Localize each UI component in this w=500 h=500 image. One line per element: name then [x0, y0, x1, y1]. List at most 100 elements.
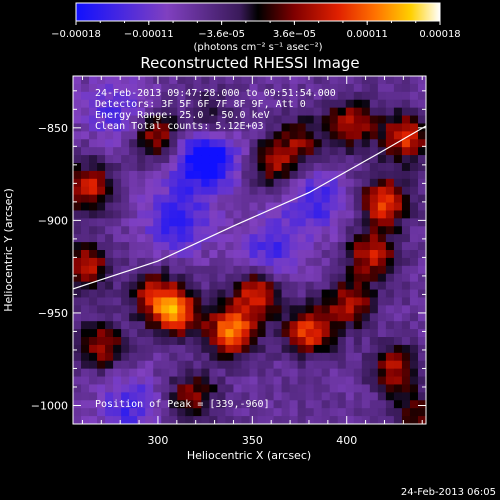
heatmap-cell: [217, 147, 227, 156]
heatmap-cell: [177, 83, 186, 93]
heatmap-cell: [393, 250, 403, 259]
heatmap-cell: [385, 210, 395, 219]
heatmap-cell: [281, 257, 291, 267]
heatmap-cell: [161, 281, 170, 291]
heatmap-cell: [377, 115, 387, 125]
y-tick-label: −950: [38, 307, 68, 320]
heatmap-cell: [265, 218, 275, 227]
heatmap-cell: [217, 91, 227, 101]
heatmap-cell: [193, 115, 202, 125]
heatmap-cell: [225, 384, 235, 393]
heatmap-cell: [353, 289, 363, 299]
heatmap-cell: [233, 313, 243, 322]
heatmap-cell: [121, 76, 130, 85]
heatmap-cell: [241, 99, 251, 109]
heatmap-cell: [137, 139, 146, 148]
heatmap-cell: [225, 376, 235, 386]
heatmap-cell: [369, 250, 379, 259]
heatmap-cell: [153, 210, 162, 219]
heatmap-cell: [225, 147, 235, 156]
heatmap-cell: [185, 91, 194, 101]
heatmap-cell: [369, 408, 379, 417]
heatmap-cell: [265, 210, 275, 219]
heatmap-cell: [97, 131, 106, 140]
heatmap-cell: [249, 202, 259, 212]
heatmap-cell: [185, 337, 194, 346]
heatmap-cell: [225, 400, 235, 409]
heatmap-cell: [129, 147, 138, 156]
heatmap-cell: [385, 242, 395, 251]
heatmap-cell: [353, 408, 363, 417]
heatmap-cell: [225, 368, 235, 378]
heatmap-cell: [193, 226, 202, 235]
heatmap-cell: [217, 400, 227, 409]
heatmap-cell: [97, 400, 106, 409]
heatmap-cell: [409, 170, 419, 180]
heatmap-cell: [297, 360, 307, 370]
heatmap-cell: [401, 297, 411, 306]
colorbar-tick-label: −3.6e-05: [198, 29, 245, 40]
heatmap-cell: [409, 194, 419, 204]
heatmap-cell: [289, 329, 299, 338]
heatmap-cell: [201, 210, 210, 219]
heatmap-cell: [353, 392, 363, 401]
heatmap-cell: [361, 218, 371, 227]
heatmap-cell: [81, 305, 90, 314]
heatmap-cell: [321, 329, 331, 338]
heatmap-cell: [161, 170, 170, 180]
heatmap-cell: [321, 344, 331, 354]
heatmap-cell: [257, 384, 267, 393]
heatmap-cell: [401, 218, 411, 227]
heatmap-cell: [337, 400, 347, 409]
heatmap-cell: [129, 329, 138, 338]
heatmap-cell: [105, 163, 114, 172]
heatmap-cell: [145, 131, 154, 140]
heatmap-cell: [177, 329, 186, 338]
heatmap-cell: [89, 178, 98, 188]
heatmap-cell: [313, 194, 323, 204]
heatmap-cell: [385, 194, 395, 204]
heatmap-cell: [409, 400, 419, 409]
heatmap-cell: [249, 352, 259, 362]
heatmap-cell: [369, 178, 379, 188]
heatmap-cell: [97, 273, 106, 283]
heatmap-cell: [249, 289, 259, 299]
heatmap-cell: [97, 234, 106, 243]
heatmap-cell: [185, 107, 194, 117]
heatmap-cell: [289, 416, 299, 424]
heatmap-cell: [169, 242, 178, 251]
heatmap-cell: [81, 352, 90, 362]
heatmap-cell: [177, 368, 186, 378]
heatmap-cell: [361, 337, 371, 346]
heatmap-cell: [209, 91, 219, 101]
heatmap-cell: [265, 352, 275, 362]
colorbar-label: (photons cm⁻² s⁻¹ asec⁻²): [193, 42, 322, 53]
heatmap-cell: [137, 329, 146, 338]
heatmap-cell: [241, 337, 251, 346]
heatmap-cell: [73, 384, 82, 393]
heatmap-cell: [153, 257, 162, 267]
heatmap-cell: [345, 123, 355, 132]
heatmap-cell: [297, 91, 307, 101]
heatmap-cell: [273, 384, 283, 393]
heatmap-cell: [153, 99, 162, 109]
heatmap-cell: [241, 368, 251, 378]
heatmap-cell: [313, 344, 323, 354]
heatmap-cell: [257, 242, 267, 251]
heatmap-cell: [169, 392, 178, 401]
heatmap-cell: [321, 265, 331, 275]
heatmap-cell: [377, 186, 387, 196]
heatmap-cell: [73, 83, 82, 93]
heatmap-cell: [369, 337, 379, 346]
heatmap-cell: [401, 178, 411, 188]
heatmap-cell: [337, 321, 347, 330]
heatmap-cell: [345, 155, 355, 164]
heatmap-cell: [89, 99, 98, 109]
heatmap-cell: [129, 234, 138, 243]
heatmap-cell: [169, 416, 178, 424]
heatmap-cell: [353, 281, 363, 291]
heatmap-cell: [153, 234, 162, 243]
heatmap-cell: [281, 234, 291, 243]
heatmap-cell: [329, 76, 339, 85]
heatmap-cell: [121, 368, 130, 378]
